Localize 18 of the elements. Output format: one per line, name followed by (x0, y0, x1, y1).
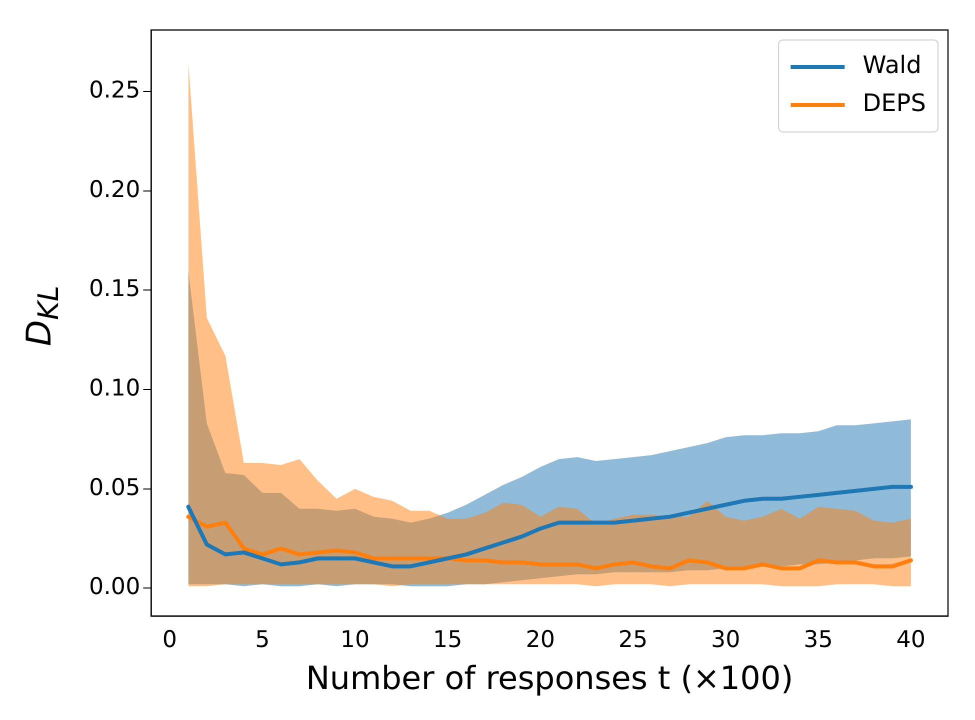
x-axis-title: Number of responses t (×100) (306, 659, 794, 698)
y-tick-label: 0.20 (88, 176, 140, 203)
legend-label: DEPS (862, 89, 926, 118)
y-tick-label: 0.10 (88, 376, 140, 402)
x-tick-label: 10 (340, 626, 370, 653)
x-tick-label: 30 (711, 626, 740, 653)
y-tick-label: 0.00 (88, 574, 140, 600)
legend-label: Wald (862, 51, 922, 80)
x-tick-label: 15 (433, 626, 462, 653)
y-tick-label: 0.05 (88, 474, 140, 501)
y-tick-label: 0.25 (88, 78, 140, 104)
x-tick-label: 5 (255, 626, 270, 653)
x-tick-label: 20 (526, 626, 555, 653)
x-tick-label: 25 (618, 626, 648, 653)
y-tick-label: 0.15 (88, 276, 140, 302)
x-tick-label: 35 (804, 626, 833, 653)
x-tick-label: 0 (162, 626, 178, 653)
x-tick-label: 40 (896, 626, 926, 653)
